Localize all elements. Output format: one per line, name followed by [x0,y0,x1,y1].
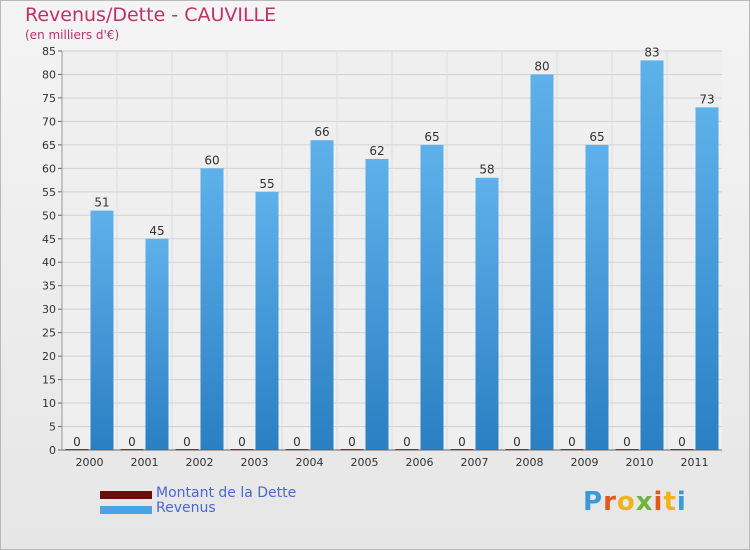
bar-revenus [530,74,554,451]
bar-revenus [475,177,499,450]
y-tick-label: 30 [42,303,56,316]
y-tick-label: 25 [42,327,56,340]
data-label-revenus: 66 [314,125,329,139]
data-label-revenus: 58 [479,163,494,177]
x-tick-label: 2005 [351,456,379,469]
x-tick-label: 2002 [186,456,214,469]
y-tick-label: 55 [42,186,56,199]
y-tick-label: 80 [42,68,56,81]
data-label-revenus: 60 [204,153,219,167]
bar-revenus [145,238,169,450]
y-tick-label: 45 [42,233,56,246]
data-label-dette: 0 [348,435,356,449]
x-tick-label: 2000 [76,456,104,469]
y-tick-label: 10 [42,397,56,410]
y-tick-label: 75 [42,92,56,105]
y-tick-label: 15 [42,374,56,387]
data-label-dette: 0 [73,435,81,449]
bar-revenus [90,210,114,450]
y-tick-label: 40 [42,256,56,269]
legend-swatch-dette [100,491,152,499]
data-label-dette: 0 [678,435,686,449]
bar-revenus [420,144,444,450]
data-label-dette: 0 [403,435,411,449]
data-label-revenus: 55 [259,177,274,191]
data-label-revenus: 65 [424,130,439,144]
y-tick-label: 60 [42,162,56,175]
data-label-dette: 0 [458,435,466,449]
x-tick-label: 2011 [681,456,709,469]
y-tick-label: 65 [42,139,56,152]
y-tick-label: 20 [42,350,56,363]
x-tick-label: 2004 [296,456,324,469]
x-tick-label: 2001 [131,456,159,469]
bar-revenus [255,191,279,450]
legend-swatch-revenus [100,506,152,514]
bar-revenus [200,168,224,450]
y-tick-label: 0 [49,444,56,457]
data-label-revenus: 45 [149,224,164,238]
chart-title: Revenus/Dette - CAUVILLE [25,4,277,26]
y-tick-label: 35 [42,280,56,293]
data-label-revenus: 51 [94,196,109,210]
y-tick-label: 5 [49,421,56,434]
data-label-dette: 0 [568,435,576,449]
data-label-dette: 0 [623,435,631,449]
legend-label-dette: Montant de la Dette [156,485,297,501]
x-tick-label: 2008 [516,456,544,469]
bar-revenus [695,107,719,451]
y-tick-label: 85 [42,45,56,58]
legend-label-revenus: Revenus [156,500,216,516]
bar-revenus [365,158,389,450]
bar-revenus [310,140,334,450]
data-label-revenus: 62 [369,144,384,158]
x-tick-label: 2003 [241,456,269,469]
data-label-dette: 0 [238,435,246,449]
y-tick-label: 70 [42,115,56,128]
data-label-revenus: 83 [644,45,659,59]
bar-revenus [585,144,609,450]
x-tick-label: 2006 [406,456,434,469]
y-tick-label: 50 [42,209,56,222]
proxiti-logo: Proxiti [583,487,687,517]
data-label-dette: 0 [183,435,191,449]
bar-revenus [640,60,664,450]
x-tick-label: 2009 [571,456,599,469]
chart-subtitle: (en milliers d'€) [25,28,120,42]
data-label-revenus: 73 [699,92,714,106]
data-label-dette: 0 [128,435,136,449]
data-label-dette: 0 [513,435,521,449]
x-tick-label: 2007 [461,456,489,469]
data-label-revenus: 65 [589,130,604,144]
data-label-dette: 0 [293,435,301,449]
x-tick-label: 2010 [626,456,654,469]
data-label-revenus: 80 [534,59,549,73]
